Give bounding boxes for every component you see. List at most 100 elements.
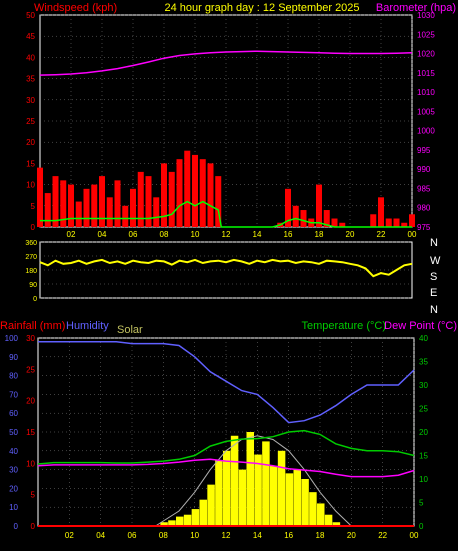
gust-bar <box>75 201 82 227</box>
temp-tick-label: 15 <box>419 452 428 461</box>
solar-bar <box>238 469 247 526</box>
solar-bar <box>293 469 301 526</box>
gust-bar <box>130 188 136 227</box>
dewpoint-axis-title: Dew Point (°C) <box>384 320 457 332</box>
barometer-line <box>39 50 413 76</box>
humidity-line <box>38 341 415 424</box>
time-tick-label: 16 <box>284 531 293 540</box>
baro-tick-label: 990 <box>417 165 431 174</box>
solar-bar <box>277 450 286 526</box>
direction-tick-label: 0 <box>33 296 37 303</box>
humidity-tick-label: 10 <box>9 503 18 512</box>
humidity-tick-label: 90 <box>9 353 18 362</box>
gust-bars <box>37 150 415 227</box>
compass-label: N <box>430 237 438 249</box>
solar-theoretical-line <box>155 435 352 527</box>
solar-bar <box>254 454 262 526</box>
gust-bar <box>168 171 175 227</box>
rain-tick-label: 20 <box>26 397 35 406</box>
direction-tick-label: 180 <box>25 268 37 275</box>
gust-bar <box>339 222 346 227</box>
gust-bar <box>292 205 299 227</box>
gust-bar <box>316 184 322 227</box>
baro-tick-label: 980 <box>417 204 431 213</box>
time-tick-label: 14 <box>253 230 262 239</box>
series-lines <box>37 50 415 527</box>
gust-bar <box>323 210 330 227</box>
direction-tick-label: 360 <box>25 240 37 247</box>
humidity-tick-label: 50 <box>9 428 18 437</box>
rain-tick-label: 0 <box>31 522 36 531</box>
time-tick-label: 22 <box>378 531 387 540</box>
gust-bar <box>83 188 90 227</box>
solar-bar <box>262 441 270 526</box>
temp-tick-label: 25 <box>419 405 428 414</box>
wind-tick-label: 5 <box>31 202 36 211</box>
gust-bar <box>153 197 160 227</box>
baro-tick-label: 1000 <box>417 127 435 136</box>
gust-bar <box>300 210 307 227</box>
gust-bar <box>68 184 74 227</box>
solar-bar <box>270 465 278 526</box>
gust-bar <box>331 218 338 227</box>
gust-bar <box>122 205 129 227</box>
gust-bar <box>161 163 167 227</box>
solar-bar <box>168 520 176 526</box>
time-tick-label: 14 <box>253 531 262 540</box>
chart-title: 24 hour graph day : 12 September 2025 <box>164 2 359 14</box>
solar-bar <box>246 432 254 526</box>
gust-bar <box>184 150 191 227</box>
baro-tick-label: 1005 <box>417 107 435 116</box>
temp-tick-label: 30 <box>419 381 428 390</box>
solar-bar <box>183 514 192 526</box>
temp-tick-label: 35 <box>419 358 428 367</box>
compass-label: N <box>430 304 438 316</box>
time-tick-label: 06 <box>129 230 138 239</box>
humidity-tick-label: 0 <box>14 522 19 531</box>
baro-tick-label: 1025 <box>417 30 435 39</box>
rain-tick-label: 5 <box>31 491 36 500</box>
time-tick-label: 20 <box>347 531 356 540</box>
temp-tick-label: 40 <box>419 334 428 343</box>
gust-bar <box>60 180 67 227</box>
baro-tick-label: 1010 <box>417 88 435 97</box>
solar-bar <box>301 479 309 526</box>
time-tick-label: 12 <box>222 230 231 239</box>
solar-bar <box>191 509 200 526</box>
wind-tick-label: 50 <box>26 11 35 20</box>
wind-tick-label: 20 <box>26 138 35 147</box>
wind-tick-label: 45 <box>26 32 35 41</box>
temperature-line <box>37 429 415 465</box>
solar-bar <box>309 492 317 526</box>
time-tick-label: 00 <box>408 230 417 239</box>
gust-bar <box>401 222 408 227</box>
baro-tick-label: 985 <box>417 184 431 193</box>
tick-labels: 0510152025303540455097598098599099510001… <box>5 11 441 540</box>
rain-tick-label: 25 <box>26 365 35 374</box>
wind-tick-label: 0 <box>31 223 36 232</box>
rainfall-axis-title: Rainfall (mm) <box>0 320 65 332</box>
humidity-axis-title: Humidity <box>66 320 109 332</box>
solar-bars <box>160 432 341 526</box>
gust-bar <box>378 197 384 227</box>
gust-bar <box>215 176 222 227</box>
dewpoint-line <box>37 458 415 478</box>
time-tick-label: 22 <box>377 230 386 239</box>
time-tick-label: 18 <box>315 230 324 239</box>
time-tick-label: 16 <box>284 230 293 239</box>
wind-tick-label: 25 <box>26 117 35 126</box>
gust-bar <box>99 176 105 227</box>
gust-bar <box>409 214 415 227</box>
solar-bar <box>230 435 239 526</box>
solar-bar <box>215 460 223 526</box>
time-tick-label: 10 <box>190 531 199 540</box>
time-tick-label: 00 <box>410 531 419 540</box>
gust-bar <box>176 159 183 227</box>
direction-tick-label: 270 <box>25 254 37 261</box>
gust-bar <box>106 197 113 227</box>
direction-line <box>39 258 413 278</box>
humidity-tick-label: 30 <box>9 466 18 475</box>
humidity-tick-label: 60 <box>9 409 18 418</box>
gust-bar <box>285 188 291 227</box>
baro-tick-label: 975 <box>417 223 431 232</box>
